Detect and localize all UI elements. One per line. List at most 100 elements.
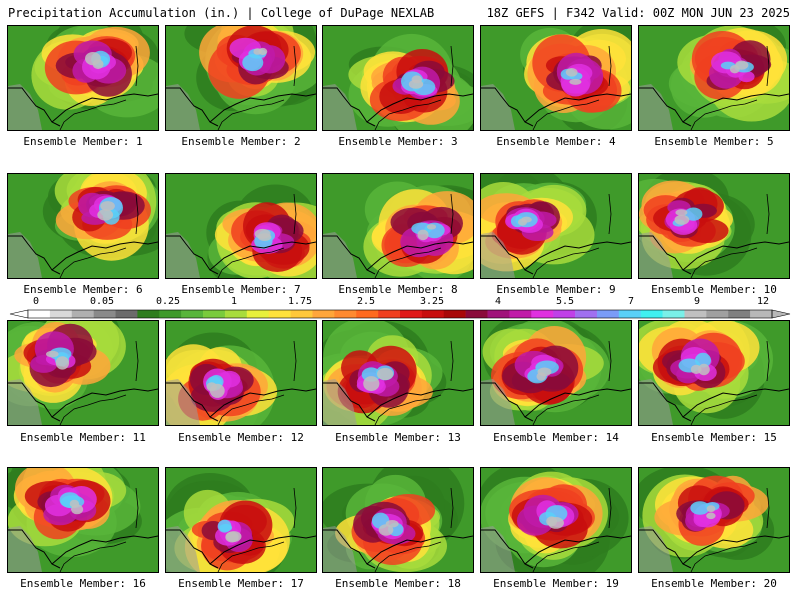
precip-field-map [8, 468, 158, 572]
colorbar-swatch [93, 310, 116, 318]
precip-field-map [639, 468, 789, 572]
precip-field-map [481, 174, 631, 278]
precip-field-map [323, 26, 473, 130]
colorbar-swatch [334, 310, 357, 318]
colorbar-swatch [596, 310, 620, 318]
colorbar-swatch [28, 310, 51, 318]
state-border-lines [639, 87, 789, 127]
model-run-info: 18Z GEFS | F342 Valid: 00Z MON JUN 23 20… [486, 6, 790, 20]
colorbar-swatch [246, 310, 269, 318]
state-border-lines [481, 382, 631, 422]
ensemble-member-map-13 [322, 320, 474, 426]
ensemble-member-label: Ensemble Member: 1 [23, 135, 143, 148]
ensemble-member-label: Ensemble Member: 4 [496, 135, 616, 148]
colorbar-swatch [159, 310, 182, 318]
precip-field-map [166, 321, 316, 425]
colorbar-swatch [356, 310, 379, 318]
colorbar-swatch [553, 310, 576, 318]
colorbar-swatch [640, 310, 663, 318]
colorbar-swatch [575, 310, 598, 318]
colorbar-swatch [312, 310, 335, 318]
colorbar-tick-label: 4 [494, 296, 502, 307]
state-border-lines [166, 235, 316, 275]
precip-colorbar [9, 309, 791, 319]
colorbar-tick-label: 9 [693, 296, 701, 307]
colorbar-swatch [49, 310, 73, 318]
colorbar-swatch [378, 310, 401, 318]
precip-field-map [8, 321, 158, 425]
state-border-lines [639, 529, 789, 569]
map-title: Precipitation Accumulation (in.) | Colle… [8, 6, 435, 20]
colorbar-swatch [662, 310, 685, 318]
state-border-lines [8, 382, 158, 422]
colorbar-tick-label: 12 [756, 296, 770, 307]
precip-field-map [8, 26, 158, 130]
colorbar-tick-label: 0.05 [89, 296, 115, 307]
ensemble-member-label: Ensemble Member: 5 [654, 135, 774, 148]
colorbar-swatch [487, 310, 510, 318]
precip-field-map [481, 321, 631, 425]
state-border-lines [481, 235, 631, 275]
ensemble-member-map-16 [7, 467, 159, 573]
colorbar-swatch [400, 310, 423, 318]
precip-field-map [166, 468, 316, 572]
ensemble-member-map-10 [638, 173, 790, 279]
state-border-lines [481, 87, 631, 127]
colorbar-swatch [181, 310, 204, 318]
ensemble-member-label: Ensemble Member: 6 [23, 283, 143, 296]
ensemble-member-label: Ensemble Member: 10 [651, 283, 777, 296]
ensemble-member-label: Ensemble Member: 14 [493, 431, 619, 444]
precip-field-map [639, 26, 789, 130]
state-border-lines [323, 87, 473, 127]
precip-field-map [8, 174, 158, 278]
state-border-lines [8, 235, 158, 275]
ensemble-member-map-9 [480, 173, 632, 279]
ensemble-member-label: Ensemble Member: 12 [178, 431, 304, 444]
precip-field-map [481, 468, 631, 572]
colorbar-tick-label: 1 [230, 296, 238, 307]
ensemble-member-map-14 [480, 320, 632, 426]
ensemble-member-label: Ensemble Member: 16 [20, 577, 146, 590]
precip-field-map [323, 321, 473, 425]
colorbar-tick-label: 0.25 [155, 296, 181, 307]
colorbar-tick-label: 0 [32, 296, 40, 307]
colorbar-swatch [290, 310, 313, 318]
colorbar-tick-label: 1.75 [287, 296, 313, 307]
ensemble-member-label: Ensemble Member: 9 [496, 283, 616, 296]
ensemble-member-map-19 [480, 467, 632, 573]
colorbar-swatch [443, 310, 466, 318]
colorbar-swatch [509, 310, 532, 318]
colorbar-left-arrow [9, 309, 29, 319]
ensemble-member-map-15 [638, 320, 790, 426]
state-border-lines [166, 529, 316, 569]
colorbar-swatch [115, 310, 138, 318]
ensemble-member-label: Ensemble Member: 19 [493, 577, 619, 590]
ensemble-member-map-7 [165, 173, 317, 279]
ensemble-member-label: Ensemble Member: 18 [335, 577, 461, 590]
colorbar-tick-label: 2.5 [356, 296, 376, 307]
colorbar-swatch [137, 310, 160, 318]
colorbar-swatch [203, 310, 226, 318]
precip-field-map [323, 174, 473, 278]
colorbar-swatch [706, 310, 729, 318]
colorbar-tick-label: 5.5 [555, 296, 575, 307]
colorbar-right-arrow [771, 309, 791, 319]
state-border-lines [639, 382, 789, 422]
ensemble-member-map-2 [165, 25, 317, 131]
colorbar-swatch [465, 310, 488, 318]
ensemble-member-label: Ensemble Member: 7 [181, 283, 301, 296]
colorbar-swatch [728, 310, 751, 318]
colorbar-tick-label: 3.25 [419, 296, 445, 307]
colorbar-swatch [531, 310, 554, 318]
ensemble-member-label: Ensemble Member: 15 [651, 431, 777, 444]
state-border-lines [8, 87, 158, 127]
colorbar-tick-label: 7 [627, 296, 635, 307]
ensemble-member-label: Ensemble Member: 3 [338, 135, 458, 148]
ensemble-member-map-20 [638, 467, 790, 573]
colorbar-swatch [618, 310, 641, 318]
precip-field-map [166, 174, 316, 278]
state-border-lines [166, 382, 316, 422]
colorbar-swatch [71, 310, 94, 318]
state-border-lines [639, 235, 789, 275]
ensemble-member-label: Ensemble Member: 2 [181, 135, 301, 148]
